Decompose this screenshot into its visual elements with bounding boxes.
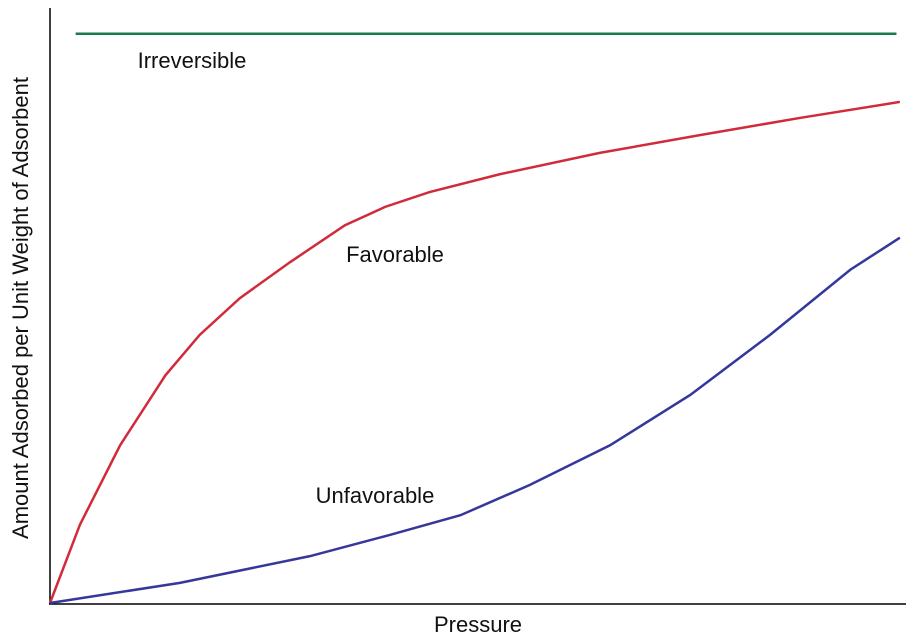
series-line (48, 100, 901, 604)
series-label: Unfavorable (316, 483, 435, 508)
y-axis-label: Amount Adsorbed per Unit Weight of Adsor… (8, 77, 33, 539)
series-line (49, 236, 901, 605)
series-label: Irreversible (138, 48, 247, 73)
x-axis-label: Pressure (434, 612, 522, 637)
series-label: Favorable (346, 242, 444, 267)
